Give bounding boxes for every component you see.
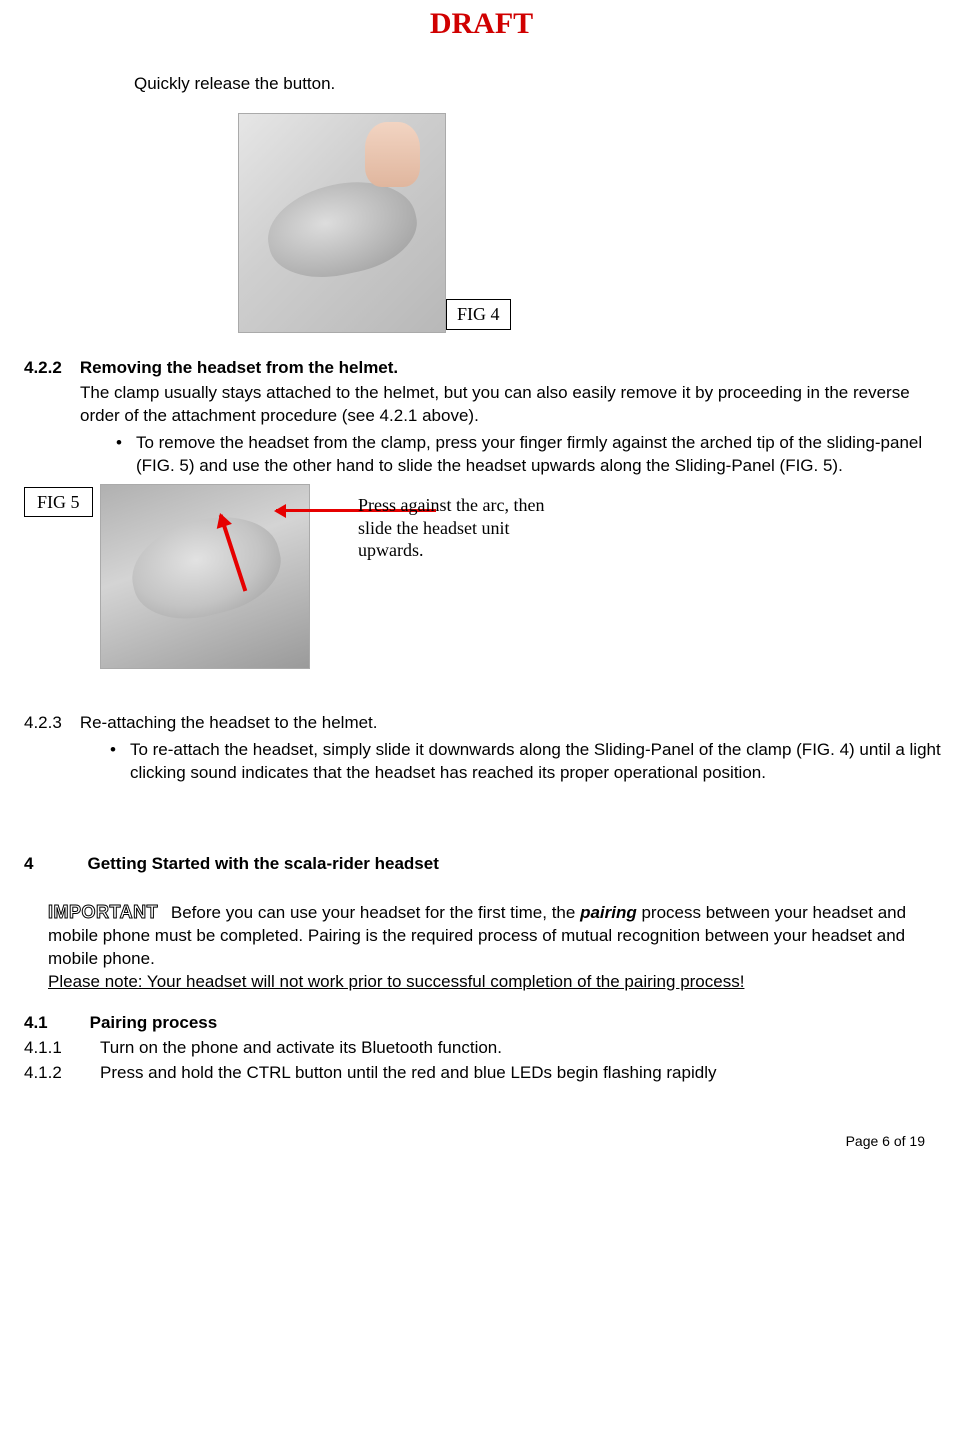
section-4-1-heading: 4.1 Pairing process [24,1012,945,1035]
important-block: IMPORTANT Before you can use your headse… [48,900,945,994]
section-4-1-1-text: Turn on the phone and activate its Bluet… [100,1037,502,1060]
figure-5-callout: Press against the arc, then slide the he… [358,494,558,562]
section-4-1-2-text: Press and hold the CTRL button until the… [100,1062,716,1085]
bullet-icon: • [110,739,116,785]
section-4-2-3-title: Re-attaching the headset to the helmet. [80,712,378,735]
section-4-number: 4 [24,853,33,876]
figure-4-image [238,113,446,333]
important-text-1: Before you can use your headset for the … [171,903,580,922]
section-4-1-2-number: 4.1.2 [24,1062,72,1085]
red-arrow-vertical-icon [219,514,248,591]
figure-5-image [100,484,310,669]
section-4-1-2: 4.1.2 Press and hold the CTRL button unt… [24,1062,945,1085]
section-4-2-2: 4.2.2 Removing the headset from the helm… [24,357,945,478]
section-4-1-1-number: 4.1.1 [24,1037,72,1060]
section-4-2-2-number: 4.2.2 [24,357,62,380]
figure-5: FIG 5 Press against the arc, then slide … [18,484,945,684]
section-4-2-2-paragraph: The clamp usually stays attached to the … [80,382,945,428]
section-4-2-3-bullet: To re-attach the headset, simply slide i… [130,739,945,785]
figure-4-label: FIG 4 [446,299,511,329]
page-footer: Page 6 of 19 [18,1132,945,1151]
draft-header: DRAFT [18,4,945,45]
pairing-word: pairing [580,903,637,922]
figure-5-label: FIG 5 [24,487,93,517]
section-4-1-title: Pairing process [90,1012,218,1035]
section-4-2-2-title: Removing the headset from the helmet. [80,357,398,380]
important-note: Please note: Your headset will not work … [48,972,744,991]
important-label: IMPORTANT [48,902,158,922]
section-4-2-3: 4.2.3 Re-attaching the headset to the he… [18,712,945,785]
section-4-1-number: 4.1 [24,1012,48,1035]
section-4-heading: 4 Getting Started with the scala-rider h… [24,853,945,876]
section-4-title: Getting Started with the scala-rider hea… [87,853,438,876]
section-4-2-2-bullet: To remove the headset from the clamp, pr… [136,432,945,478]
figure-4: FIG 4 [18,113,945,343]
section-4-1-1: 4.1.1 Turn on the phone and activate its… [24,1037,945,1060]
bullet-icon: • [116,432,122,478]
section-4-2-3-number: 4.2.3 [24,712,62,735]
intro-text: Quickly release the button. [134,73,945,96]
